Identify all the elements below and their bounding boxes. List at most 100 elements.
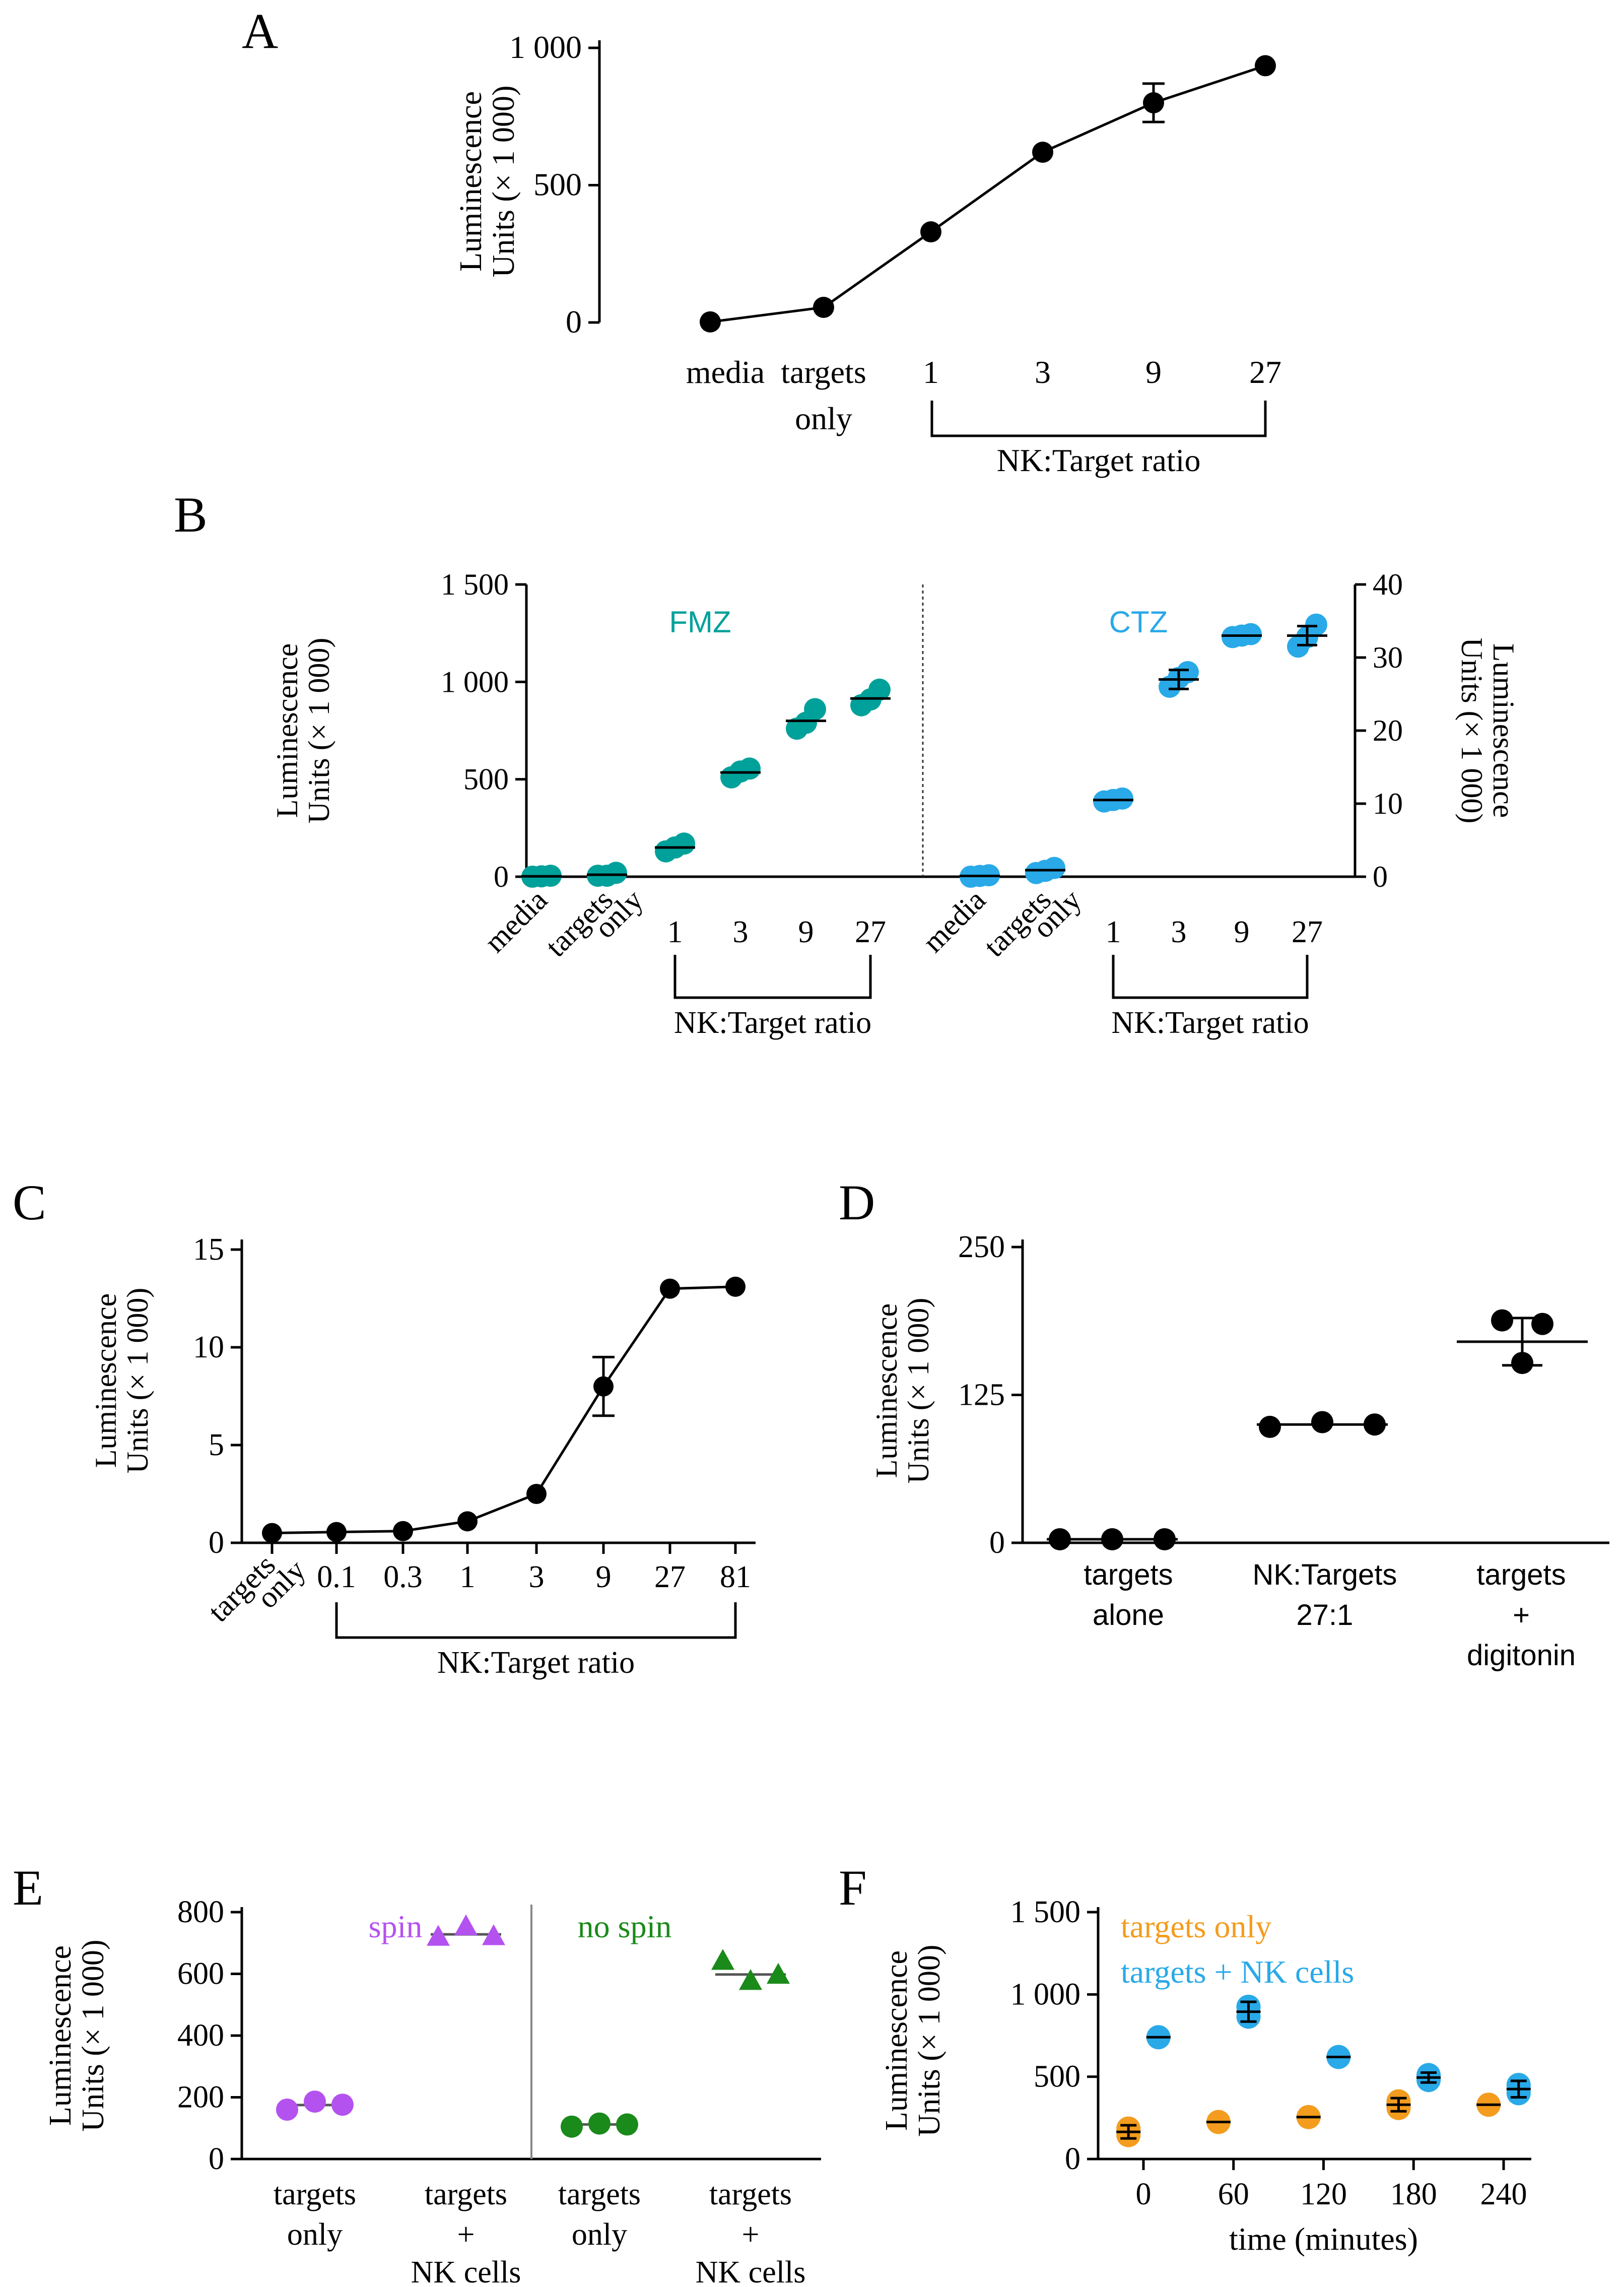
panel-e-tick-label: targets (425, 2177, 507, 2211)
panel-b-y2-axis-tick-label: 0 (1373, 860, 1388, 893)
panel-a-tick-label: 27 (1249, 354, 1281, 390)
panel-d-tick-label: targets (1084, 1558, 1173, 1591)
panel-d-y-label-line2: Units (× 1 000) (902, 1298, 935, 1484)
panel-d-tick-label: 27:1 (1297, 1599, 1354, 1631)
panel-b-y2-axis-tick-label: 30 (1373, 641, 1403, 674)
panel-b-y-axis-tick-label: 1 500 (441, 568, 509, 601)
panel-a-y-axis-tick-label: 500 (533, 167, 582, 203)
panel-a-point (1143, 92, 1164, 113)
panel-a-bracket (930, 401, 1267, 437)
panel-a-y-label-line1: Luminescence (454, 91, 488, 272)
panel-letter-c: C (13, 1174, 46, 1230)
panel-e-tick-label: targets (274, 2177, 356, 2211)
panel-e-group-label-no-spin: no spin (578, 1909, 672, 1944)
panel-a-y-axis-tick-label: 0 (566, 304, 582, 340)
panel-b-tick-label: 3 (1171, 915, 1187, 949)
panel-e-point (454, 1914, 478, 1935)
panel-e-point (331, 2094, 354, 2116)
panel-e-y-axis-tick-label: 0 (209, 2142, 224, 2176)
panel-c-tick-label: 9 (596, 1560, 612, 1594)
panel-f-x-label: time (minutes) (1229, 2221, 1418, 2257)
panel-a-tick-label: targets (781, 354, 866, 390)
panel-a-point (920, 221, 941, 243)
panel-c-series-line (272, 1285, 736, 1535)
panel-letter-a: A (242, 3, 278, 59)
panel-e-point (427, 1925, 450, 1946)
panel-a-series-line (710, 64, 1266, 323)
panel-b-left-bracket (673, 955, 872, 999)
panel-d-y-axis-tick-label: 250 (958, 1230, 1005, 1264)
panel-a-tick-label: 3 (1035, 354, 1051, 390)
panel-e-point (561, 2115, 583, 2138)
panel-c-tick-label: 81 (720, 1560, 751, 1594)
panel-a-point (1032, 142, 1053, 163)
panel-letter-e: E (13, 1860, 43, 1916)
panel-f-y-label-line2: Units (× 1 000) (912, 1944, 946, 2136)
panel-letter-d: D (839, 1174, 875, 1230)
panel-b-y2-axis-tick-label: 40 (1373, 568, 1403, 601)
panel-c-point (526, 1484, 547, 1504)
panel-a-tick-label: only (795, 401, 852, 436)
panel-c-point (262, 1523, 282, 1543)
panel-b-y2-label-line2: Units (× 1 000) (1455, 638, 1488, 824)
panel-e-tick-label: targets (558, 2177, 641, 2211)
panel-e-point (588, 2112, 611, 2135)
panel-c-y-label-line1: Luminescence (89, 1293, 122, 1468)
panel-d-point (1259, 1415, 1281, 1438)
panel-a-point (700, 311, 721, 333)
panel-c-point (457, 1511, 478, 1532)
panel-c-point (593, 1376, 614, 1397)
panel-e-point (276, 2099, 298, 2121)
panel-b-y-axis-tick-label: 1 000 (441, 665, 509, 698)
panel-b-tick-label: 27 (1292, 915, 1323, 949)
panel-e-tick-label: NK cells (696, 2255, 806, 2287)
panel-d-point (1311, 1411, 1333, 1433)
panel-b-label-fmz: FMZ (669, 605, 731, 639)
panel-e-point (767, 1963, 790, 1984)
panel-b-point (795, 711, 817, 734)
panel-e-group-label-spin: spin (369, 1909, 423, 1944)
panel-b-y-label-line2: Units (× 1 000) (302, 638, 335, 824)
panel-e-y-axis-tick-label: 400 (177, 2018, 224, 2053)
panel-letter-f: F (839, 1860, 867, 1916)
panel-d-tick-label: alone (1093, 1599, 1164, 1631)
panel-e-tick-label: NK cells (411, 2255, 521, 2287)
panel-d-y-axis-tick-label: 0 (989, 1526, 1005, 1560)
panel-c-tick-label: 1 (460, 1560, 476, 1594)
panel-e-y-axis-tick-label: 600 (177, 1957, 224, 1991)
panel-d-tick-label: NK:Targets (1253, 1558, 1397, 1591)
panel-f-y-axis-tick-label: 1 000 (1010, 1977, 1081, 2011)
panel-a-tick-label: 9 (1145, 354, 1162, 390)
panel-b-tick-label: 9 (798, 915, 814, 949)
panel-f-y-axis-tick-label: 1 500 (1010, 1895, 1081, 1929)
panel-d-point (1491, 1309, 1513, 1332)
panel-e-tick-label: + (742, 2217, 760, 2252)
panel-f-y-axis-tick-label: 0 (1065, 2142, 1080, 2176)
panel-c-bracket (335, 1602, 737, 1639)
panel-b-tick-label: 9 (1234, 915, 1250, 949)
panel-b-label-ctz: CTZ (1109, 605, 1168, 639)
panel-b-y2-axis-tick-label: 10 (1373, 787, 1403, 820)
panel-e-tick-label: only (287, 2217, 343, 2252)
panel-d-tick-label: digitonin (1467, 1639, 1576, 1672)
panel-f-tick-label: 0 (1136, 2177, 1152, 2211)
panel-c-tick-label: 0.3 (383, 1560, 423, 1594)
panel-a-y-axis-tick-label: 1 000 (509, 29, 582, 65)
panel-e-y-label-line1: Luminescence (43, 1945, 78, 2126)
panel-b-y-axis-tick-label: 0 (494, 860, 509, 893)
panel-b-tick-label: media (916, 883, 992, 959)
panel-a-y-label-line2: Units (× 1 000) (487, 85, 521, 277)
panel-d-y-axis-tick-label: 125 (958, 1378, 1005, 1412)
panel-c-point (725, 1276, 746, 1297)
panel-c-bracket-label: NK:Target ratio (437, 1646, 635, 1680)
panel-f-tick-label: 180 (1390, 2177, 1437, 2211)
panel-a-point (813, 297, 834, 318)
panel-c-tick-label: 3 (529, 1560, 545, 1594)
panel-c-point (393, 1521, 413, 1541)
